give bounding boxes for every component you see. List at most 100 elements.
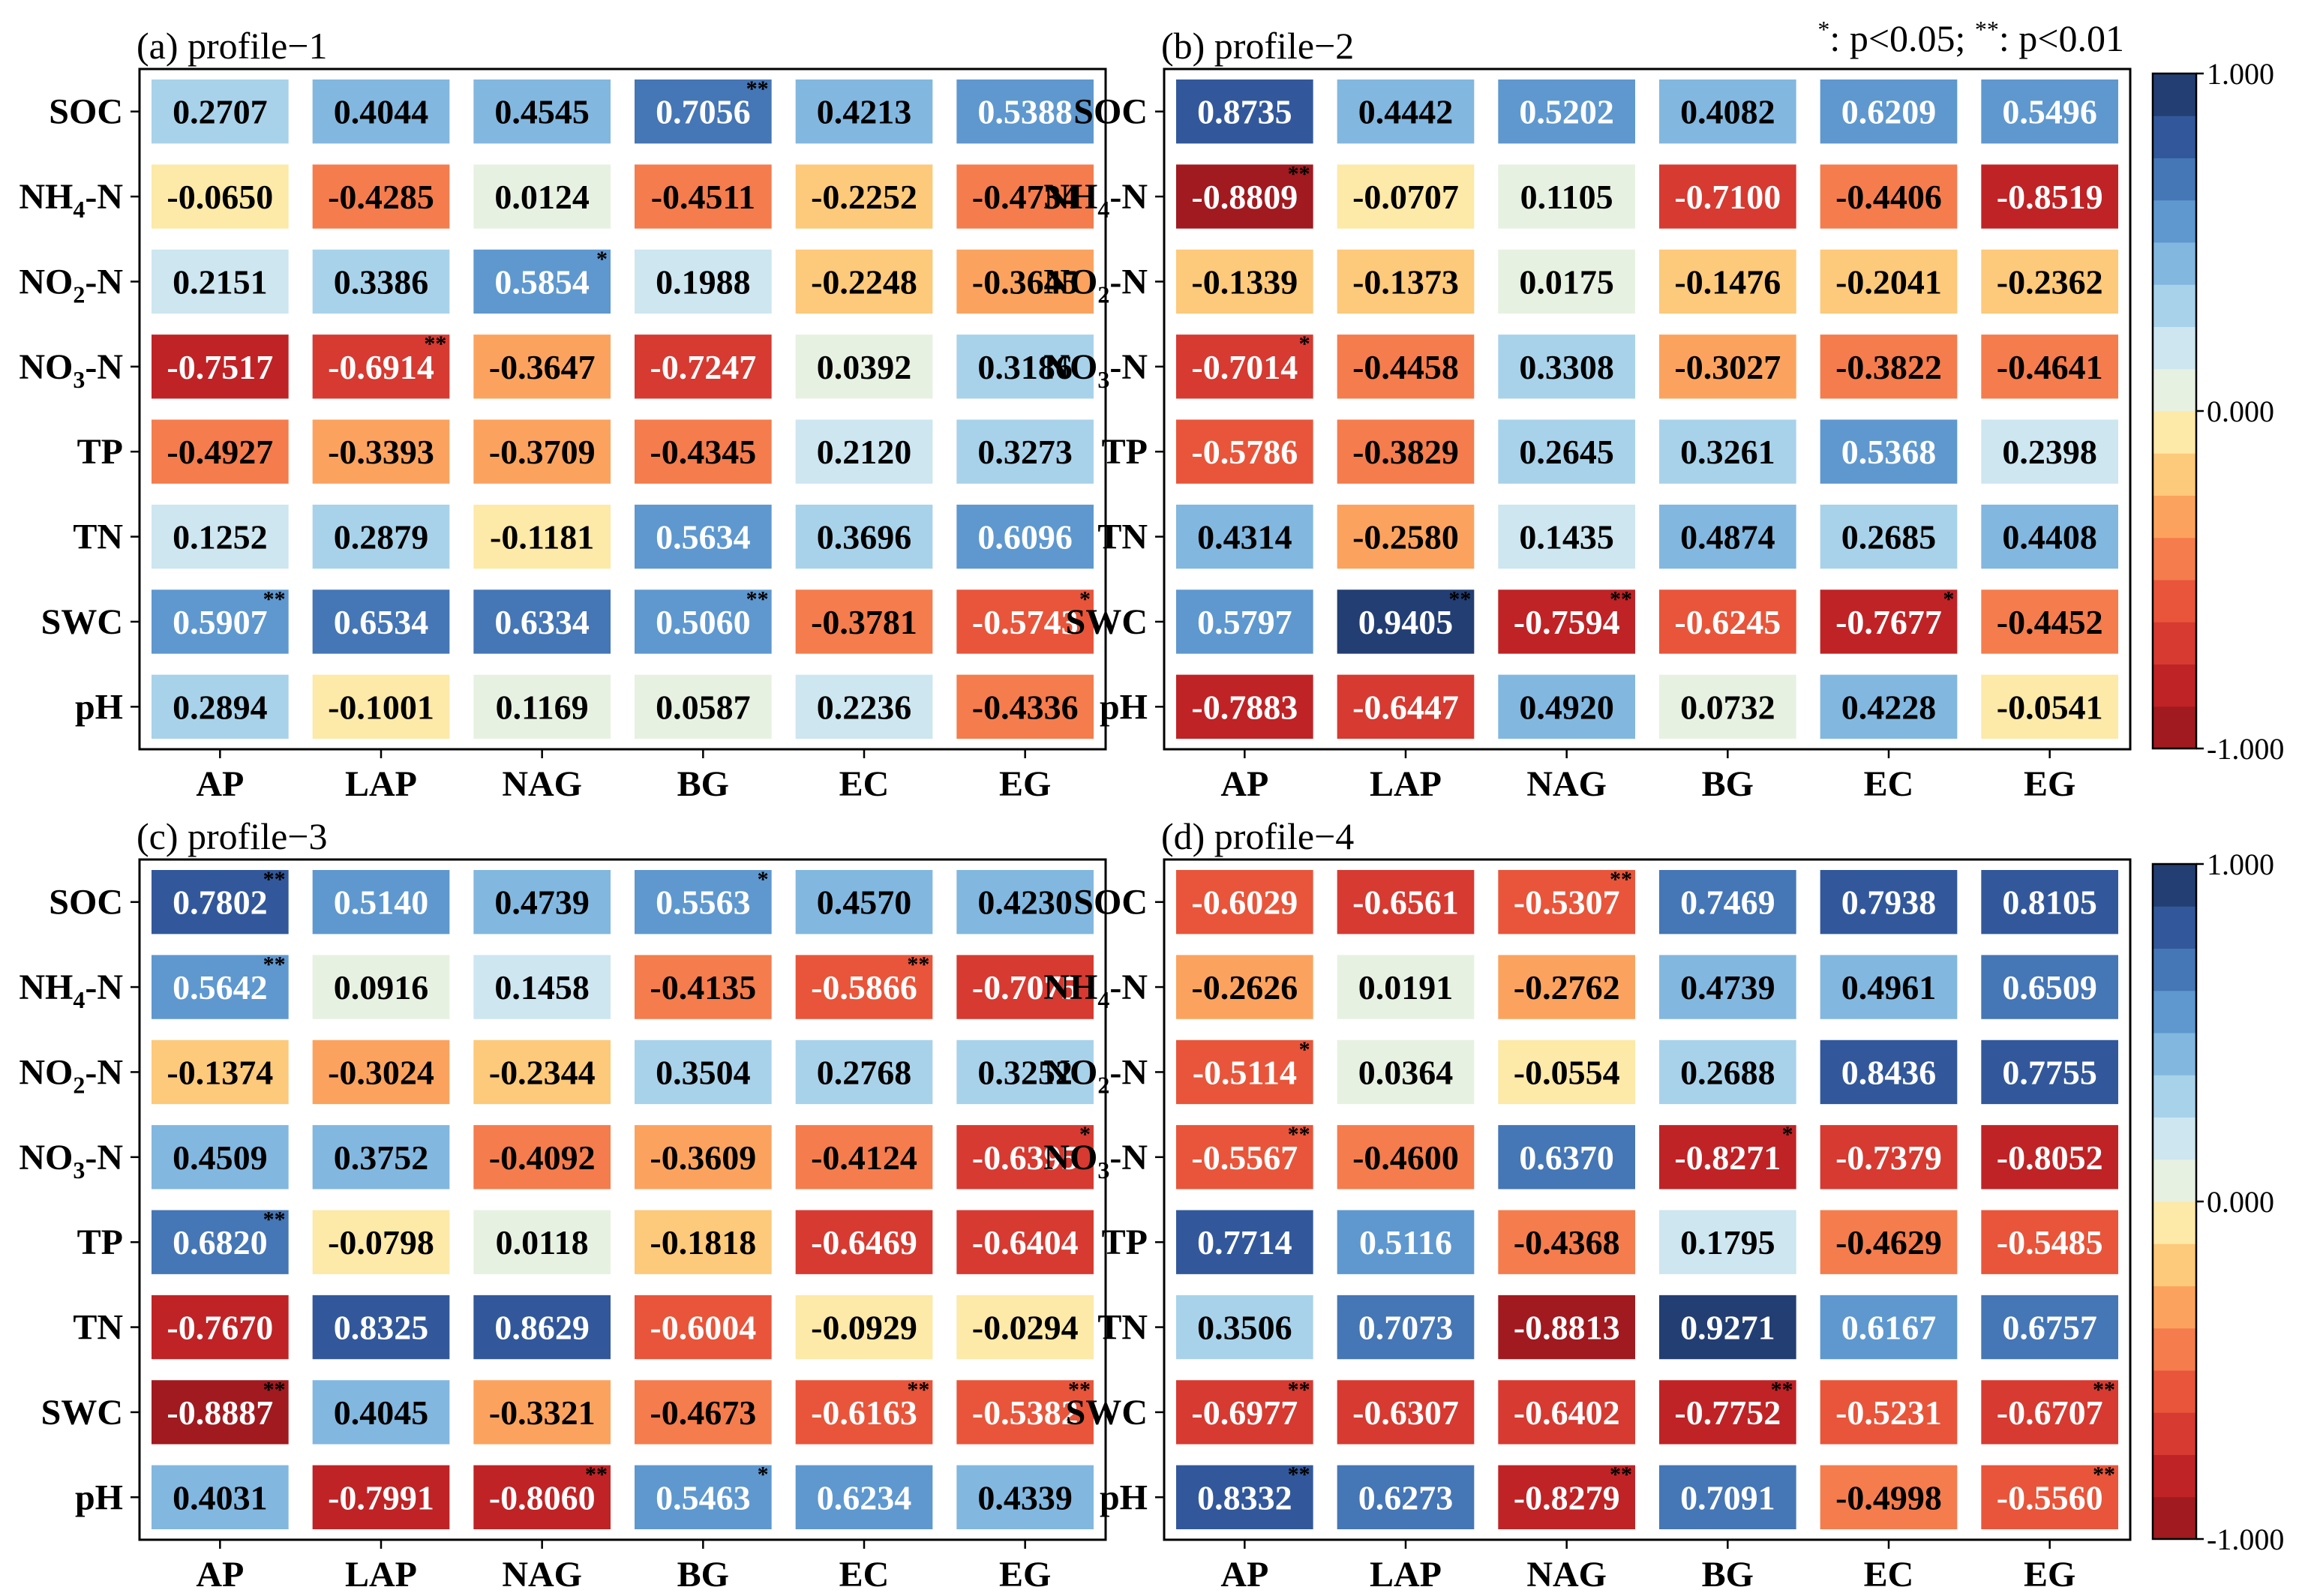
- row-label: TN: [1097, 1308, 1148, 1348]
- cell-value-label: 0.5463: [656, 1478, 751, 1516]
- heatmap-cell: [956, 249, 1094, 314]
- heatmap-cell: [312, 80, 450, 144]
- heatmap-cell: [1981, 1040, 2118, 1105]
- heatmap-cell: [956, 1465, 1094, 1529]
- colorbar-segment: [2153, 1033, 2196, 1076]
- column-label: BG: [677, 764, 729, 804]
- cell-value-label: 0.3386: [334, 262, 429, 301]
- row-label: NO3-N: [19, 1138, 123, 1184]
- heatmap-cell: [956, 80, 1094, 144]
- cell-value-label: 0.3752: [334, 1138, 429, 1177]
- cell-value-label: 0.7755: [2002, 1053, 2097, 1091]
- colorbar-tick-label: 0.000: [2207, 394, 2274, 428]
- heatmap-cell: [635, 1040, 772, 1105]
- row-label: NO2-N: [1043, 1052, 1148, 1098]
- heatmap-cell: [152, 334, 289, 399]
- heatmap-cell: [312, 590, 450, 654]
- heatmap-cell: [1498, 674, 1635, 739]
- cell-value-label: -0.7670: [167, 1309, 273, 1347]
- cell-value-label: -0.7677: [1835, 603, 1942, 641]
- heatmap-cell: [1498, 80, 1635, 144]
- cell-value-label: 0.3273: [977, 433, 1073, 471]
- cell-value-label: 0.4739: [1680, 968, 1775, 1006]
- single-star-text: : p<0.05;: [1829, 17, 1974, 59]
- heatmap-cell: [1659, 870, 1796, 934]
- colorbar-segment: [2153, 1159, 2196, 1202]
- heatmap-cell: [1820, 80, 1958, 144]
- cell-value-label: -0.3393: [328, 433, 434, 471]
- heatmap-cell: [1498, 249, 1635, 314]
- cell-value-label: 0.6757: [2002, 1309, 2097, 1347]
- row-label: NH4-N: [1043, 177, 1148, 223]
- row-label: TP: [77, 432, 123, 472]
- heatmap-cell: [312, 249, 450, 314]
- colorbar-segment: [2153, 74, 2196, 116]
- heatmap-cell: [1659, 1465, 1796, 1529]
- heatmap-cell: [795, 1210, 933, 1274]
- heatmap-cell: [1176, 334, 1313, 399]
- row-label: pH: [1100, 687, 1148, 727]
- significance-mark: **: [907, 1377, 929, 1402]
- heatmap-cell: [1659, 504, 1796, 569]
- cell-value-label: 0.7091: [1680, 1478, 1775, 1516]
- heatmap-cell: [795, 504, 933, 569]
- heatmap-cell: [1981, 334, 2118, 399]
- heatmap-cell: [1337, 164, 1475, 229]
- panel-title: (d) profile−4: [1161, 815, 1354, 857]
- cell-value-label: -0.4998: [1835, 1478, 1942, 1516]
- heatmap-cell: [1659, 164, 1796, 229]
- heatmap-cell: [1820, 1210, 1958, 1274]
- heatmap-cell: [1498, 1294, 1635, 1360]
- heatmap-cell: [1337, 504, 1475, 569]
- cell-value-label: -0.7752: [1674, 1394, 1781, 1432]
- significance-mark: **: [1288, 1462, 1310, 1487]
- cell-value-label: -0.3709: [489, 433, 596, 471]
- heatmap-cell: [1337, 80, 1475, 144]
- heatmap-cell: [1337, 1294, 1475, 1360]
- column-label: AP: [196, 1555, 244, 1594]
- colorbar-tick-label: -1.000: [2207, 1522, 2284, 1556]
- heatmap-cell: [1337, 590, 1475, 654]
- heatmap-cell: [473, 1125, 611, 1190]
- cell-value-label: 0.3261: [1680, 433, 1775, 471]
- significance-mark: **: [907, 952, 929, 976]
- heatmap-cell: [1981, 1380, 2118, 1444]
- heatmap-cell: [1337, 1380, 1475, 1444]
- heatmap-cell: [152, 1465, 289, 1529]
- cell-value-label: 0.2707: [173, 93, 268, 131]
- cell-value-label: 0.1252: [173, 518, 268, 556]
- colorbar-segment: [2153, 1328, 2196, 1371]
- cell-value-label: -0.2041: [1835, 262, 1942, 301]
- significance-mark: **: [263, 867, 286, 892]
- heatmap-cell: [795, 1380, 933, 1444]
- cell-value-label: 0.4044: [334, 93, 429, 131]
- cell-value-label: -0.0707: [1352, 178, 1459, 216]
- column-label: NAG: [1526, 764, 1607, 804]
- row-label: SOC: [49, 92, 123, 132]
- cell-value-label: 0.6234: [817, 1478, 912, 1516]
- heatmap-cell: [152, 164, 289, 229]
- heatmap-cell: [473, 955, 611, 1019]
- heatmap-cell: [1176, 249, 1313, 314]
- heatmap-cell: [473, 870, 611, 934]
- column-label: LAP: [1370, 1555, 1442, 1594]
- column-label: EC: [839, 1555, 890, 1594]
- heatmap-cell: [1498, 419, 1635, 484]
- heatmap-cell: [1659, 1210, 1796, 1274]
- colorbar-2: 1.000 0.000 -1.000: [2151, 848, 2284, 1556]
- column-label: EC: [1864, 1555, 1914, 1594]
- cell-value-label: 0.7938: [1841, 884, 1937, 922]
- cell-value-label: 0.0175: [1519, 262, 1614, 301]
- heatmap-cell: [152, 419, 289, 484]
- cell-value-label: -0.1476: [1674, 262, 1781, 301]
- heatmap-cell: [152, 955, 289, 1019]
- colorbar-segment: [2153, 453, 2196, 496]
- cell-value-label: 0.6509: [2002, 968, 2097, 1006]
- cell-value-label: -0.5307: [1514, 884, 1620, 922]
- heatmap-cell: [635, 955, 772, 1019]
- cell-value-label: 0.3186: [977, 348, 1073, 386]
- heatmap-cell: [1659, 249, 1796, 314]
- cell-value-label: 0.3308: [1519, 348, 1614, 386]
- significance-mark: **: [1288, 161, 1310, 186]
